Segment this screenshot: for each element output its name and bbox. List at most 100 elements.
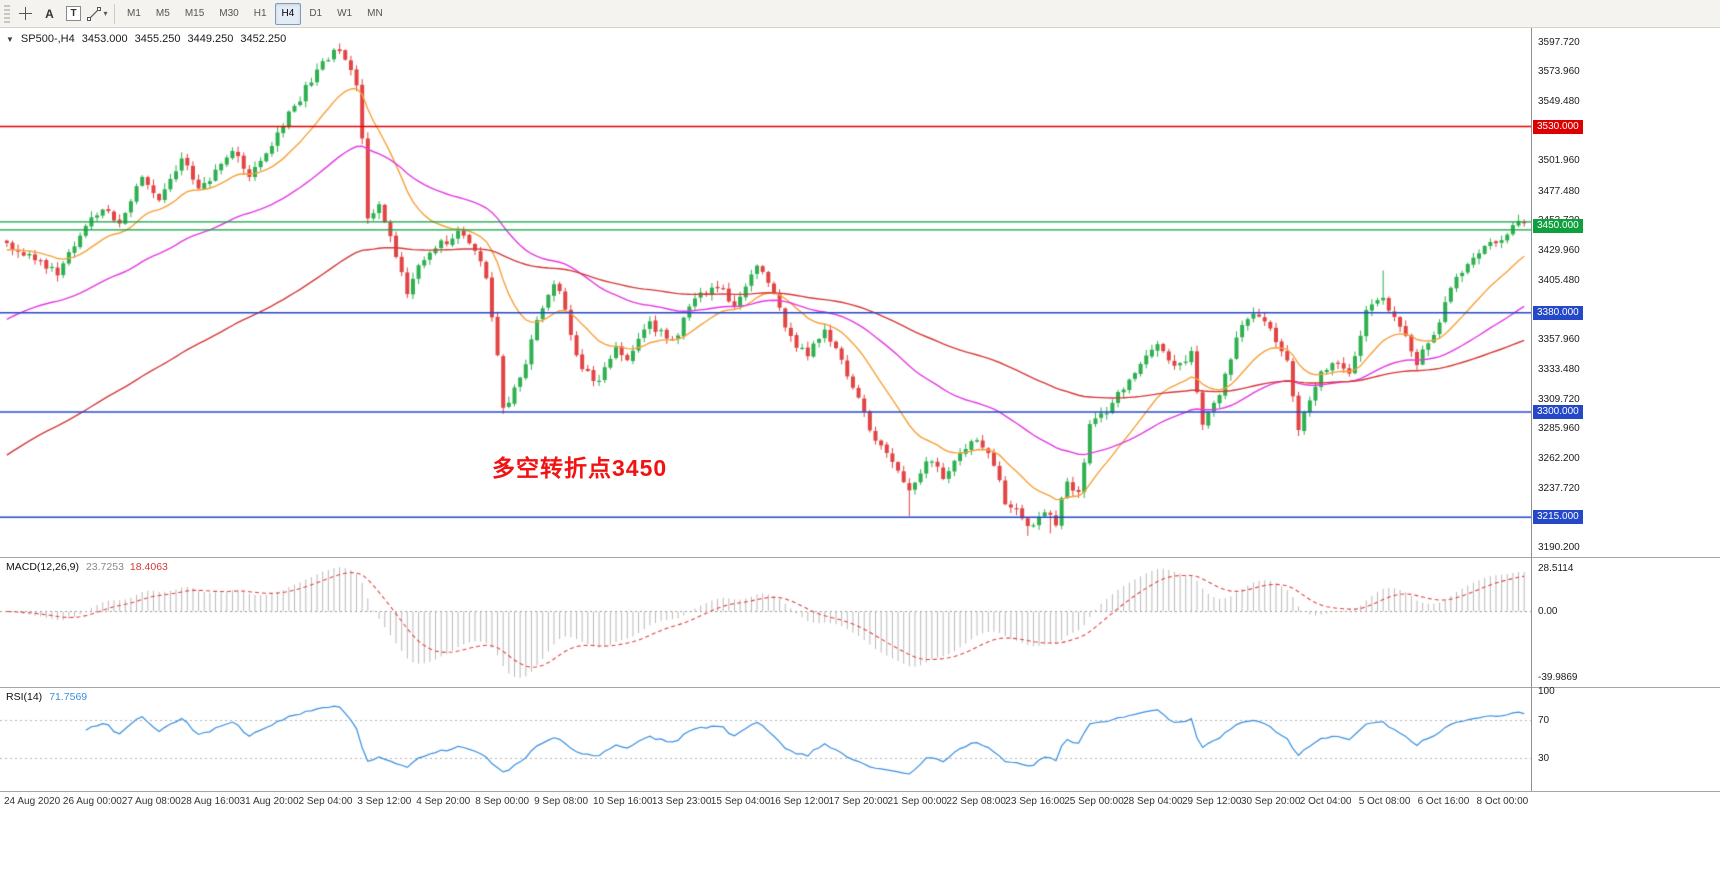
chart-annotation-label[interactable]: 多空转折点3450 [492,455,668,481]
time-label: 6 Oct 16:00 [1417,796,1470,807]
time-label: 9 Sep 08:00 [534,796,589,807]
price-tick-label: 3405.480 [1538,275,1580,287]
timeframe-button-h4[interactable]: H4 [274,2,302,25]
text-tool-icon: T [66,6,81,21]
panel-separator[interactable] [0,557,1720,558]
macd-main-value: 23.7253 [85,561,124,573]
bar-low-value: 3449.250 [187,33,234,45]
timeframe-group: M1 M5 M15 M30 H1 H4 D1 W1 MN [120,2,390,25]
time-label: 22 Sep 08:00 [946,796,1006,807]
time-label: 24 Aug 2020 [4,796,61,807]
time-label: 8 Sep 00:00 [475,796,530,807]
timeframe-button-m15[interactable]: M15 [184,8,205,19]
macd-tick-label: 0.00 [1538,605,1558,617]
time-label: 4 Sep 20:00 [416,796,471,807]
time-label: 8 Oct 00:00 [1476,796,1529,807]
macd-signal-value: 18.4063 [129,561,168,573]
timeframe-button-w1[interactable]: W1 [337,8,353,19]
macd-axis[interactable]: 28.5114 0.00 -39.9869 [1532,559,1720,686]
price-tick-label: 3501.960 [1538,155,1580,167]
rsi-value: 71.7569 [49,691,88,703]
price-tick-label: 3237.720 [1538,483,1580,495]
axis-separator [1531,28,1532,791]
text-label-tool-button[interactable]: A [38,3,61,25]
rsi-tick-label: 100 [1538,686,1555,697]
time-label: 13 Sep 23:00 [651,796,712,807]
price-tick-label: 3190.200 [1538,542,1580,554]
crosshair-tool-button[interactable] [14,3,37,25]
time-label: 25 Sep 00:00 [1064,796,1124,807]
timeframe-button-m5[interactable]: M5 [155,8,170,19]
time-label: 23 Sep 16:00 [1005,796,1065,807]
rsi-tick-label: 70 [1538,714,1550,726]
timeframe-button-m30[interactable]: M30 [219,8,239,19]
time-label: 30 Sep 20:00 [1240,796,1301,807]
timeframe-button-m1[interactable]: M1 [127,8,141,19]
time-label: 21 Sep 00:00 [887,796,948,807]
price-tick-label: 3262.200 [1538,452,1580,464]
toolbar-grip[interactable] [4,4,10,23]
time-label: 2 Sep 04:00 [298,796,353,807]
macd-tick-label: 28.5114 [1538,563,1574,574]
symbol-info: ▼ SP500-,H4 3453.000 3455.250 3449.250 3… [6,33,286,45]
time-label: 15 Sep 04:00 [710,796,771,807]
price-level-tag[interactable]: 3450.000 [1533,218,1583,233]
macd-panel-canvas[interactable] [0,559,1531,686]
time-label: 27 Aug 08:00 [121,796,181,807]
time-label: 28 Aug 16:00 [180,796,240,807]
price-level-tag[interactable]: 3215.000 [1533,510,1583,525]
text-tool-button[interactable]: T [62,3,85,25]
price-tick-label: 3549.480 [1538,96,1580,108]
price-tick-label: 3357.960 [1538,333,1580,345]
crosshair-icon [19,7,32,20]
macd-name: MACD(12,26,9) [6,561,79,573]
price-level-tag[interactable]: 3300.000 [1533,404,1583,419]
bar-open-value: 3453.000 [81,33,128,45]
bar-close-value: 3452.250 [240,33,287,45]
time-label: 31 Aug 20:00 [239,796,299,807]
rsi-panel-canvas[interactable] [0,689,1531,790]
shapes-tool-button[interactable]: ▾ [86,3,109,25]
price-level-tag[interactable]: 3530.000 [1533,119,1583,134]
rsi-label: RSI(14) 71.7569 [6,691,87,703]
toolbar-separator [114,3,115,24]
rsi-name: RSI(14) [6,691,43,703]
timeframe-button-h1[interactable]: H1 [253,8,267,19]
bar-high-value: 3455.250 [134,33,181,45]
time-label: 10 Sep 16:00 [593,796,653,807]
time-label: 2 Oct 04:00 [1299,796,1352,807]
rsi-tick-label: 30 [1538,752,1550,764]
price-tick-label: 3573.960 [1538,66,1580,78]
symbol-name: SP500-,H4 [20,33,75,45]
shapes-tool-icon [87,6,102,21]
price-tick-label: 3597.720 [1538,36,1580,48]
macd-label: MACD(12,26,9) 23.7253 18.4063 [6,561,168,573]
price-tick-label: 3429.960 [1538,244,1580,256]
price-tick-label: 3309.720 [1538,393,1580,405]
time-label: 3 Sep 12:00 [357,796,412,807]
ohlc-expander-icon[interactable]: ▼ [6,34,14,44]
time-axis-separator[interactable] [0,791,1720,792]
time-label: 17 Sep 20:00 [828,796,889,807]
toolbar: A T ▾ M1 M5 M15 M30 H1 H4 D1 W1 MN [0,0,1720,28]
macd-tick-label: -39.9869 [1538,672,1578,683]
time-label: 28 Sep 04:00 [1123,796,1183,807]
main-chart-canvas[interactable] [0,28,1531,557]
text-label-icon: A [45,6,54,21]
time-label: 16 Sep 12:00 [769,796,830,807]
panel-separator[interactable] [0,687,1720,688]
chevron-down-icon: ▾ [103,9,108,18]
timeframe-button-mn[interactable]: MN [367,8,383,19]
time-label: 26 Aug 00:00 [62,796,122,807]
timeframe-button-d1[interactable]: D1 [309,8,323,19]
time-label: 5 Oct 08:00 [1358,796,1411,807]
price-axis[interactable]: 3597.7203573.9603549.4803525.7203501.960… [1532,28,1720,557]
rsi-axis[interactable]: 100 70 30 [1532,686,1720,790]
price-tick-label: 3285.960 [1538,423,1580,435]
time-label: 29 Sep 12:00 [1182,796,1242,807]
price-tick-label: 3477.480 [1538,185,1580,197]
price-level-tag[interactable]: 3380.000 [1533,305,1583,320]
price-tick-label: 3333.480 [1538,364,1580,376]
time-axis[interactable]: 24 Aug 2020 26 Aug 00:00 27 Aug 08:00 28 Au… [0,793,1720,813]
